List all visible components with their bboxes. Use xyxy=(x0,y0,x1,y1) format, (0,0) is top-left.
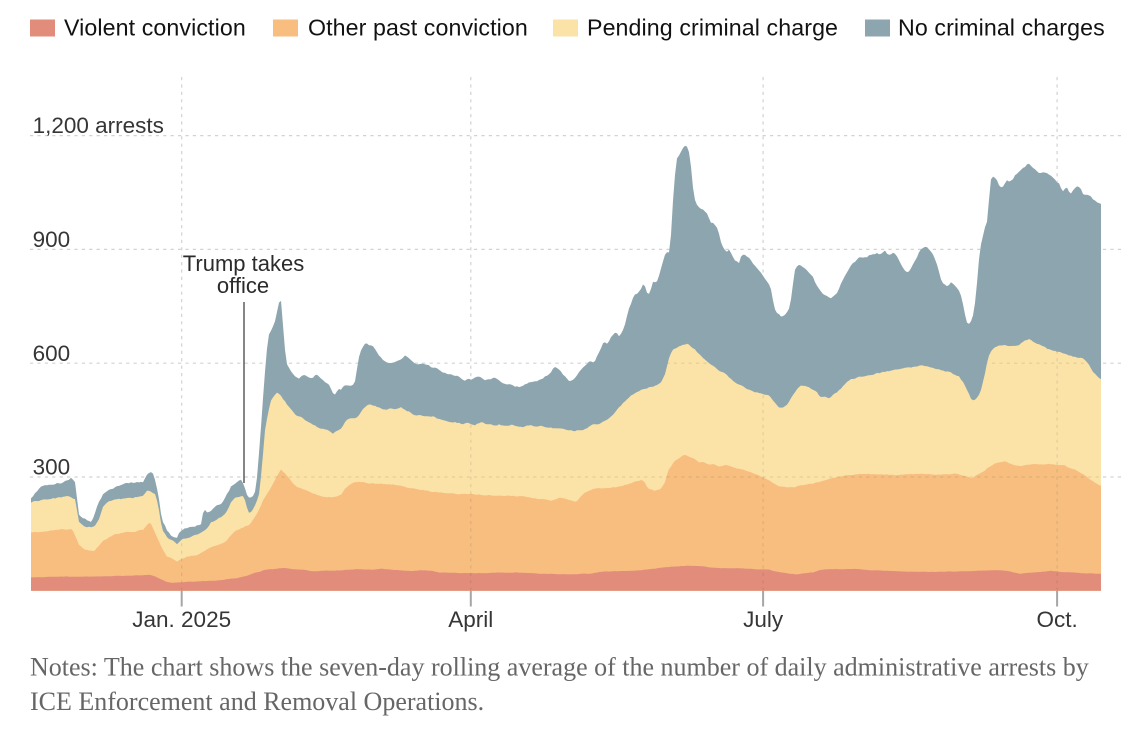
svg-text:April: April xyxy=(448,607,493,632)
svg-text:ICE Enforcement and Removal Op: ICE Enforcement and Removal Operations. xyxy=(30,687,484,716)
svg-text:300: 300 xyxy=(33,455,71,480)
svg-text:office: office xyxy=(217,273,269,298)
svg-text:900: 900 xyxy=(33,227,71,252)
svg-text:Jan. 2025: Jan. 2025 xyxy=(132,607,231,632)
svg-text:July: July xyxy=(743,607,784,632)
svg-text:Violent conviction: Violent conviction xyxy=(64,15,246,41)
svg-text:1,200 arrests: 1,200 arrests xyxy=(33,113,164,138)
svg-text:Other past conviction: Other past conviction xyxy=(308,15,528,41)
svg-text:Notes: The chart shows the sev: Notes: The chart shows the seven-day rol… xyxy=(30,653,1089,682)
svg-text:Trump takes: Trump takes xyxy=(183,251,304,276)
svg-text:Pending criminal charge: Pending criminal charge xyxy=(587,15,838,41)
svg-text:600: 600 xyxy=(33,341,71,366)
svg-text:No criminal charges: No criminal charges xyxy=(898,15,1105,41)
svg-text:Oct.: Oct. xyxy=(1036,607,1077,632)
